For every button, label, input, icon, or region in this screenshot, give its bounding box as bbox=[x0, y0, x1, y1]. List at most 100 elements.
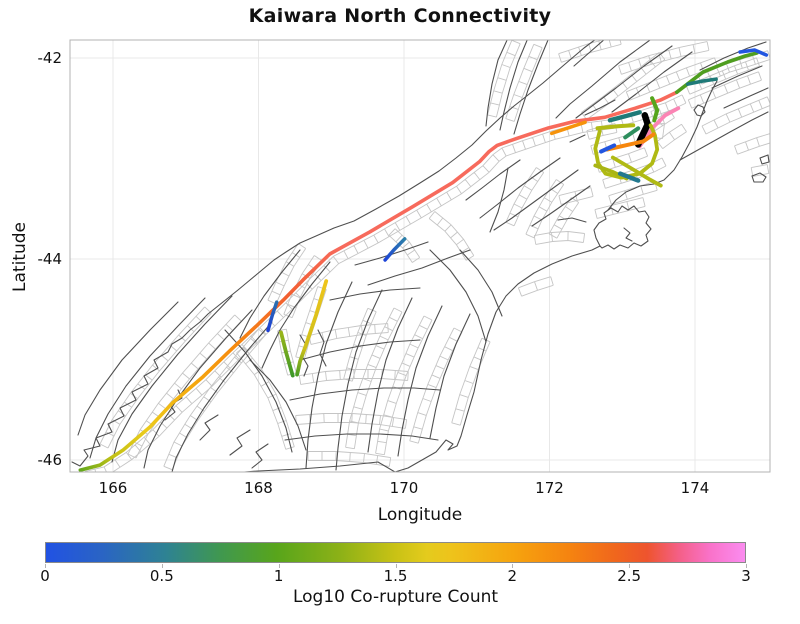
fault-trace bbox=[557, 217, 587, 223]
fault-trace bbox=[71, 40, 596, 467]
fault-trace bbox=[261, 261, 331, 369]
y-tick-label: -46 bbox=[37, 451, 63, 470]
f18-mid-blue bbox=[383, 237, 407, 262]
x-axis-label: Longitude bbox=[377, 505, 463, 525]
fault-trace bbox=[593, 205, 652, 250]
colorbar-tick-label: 1.5 bbox=[383, 567, 408, 585]
fault-trace-network bbox=[71, 40, 770, 472]
fault-trace bbox=[465, 159, 521, 201]
f09-olive-horizontal bbox=[595, 123, 636, 131]
fault-ladder-mesh bbox=[84, 40, 770, 472]
fault-trace bbox=[531, 185, 591, 227]
colorbar-tick-mark bbox=[395, 564, 397, 568]
fault-trace bbox=[335, 289, 383, 471]
fault-trace bbox=[251, 443, 269, 469]
fault-trace bbox=[317, 329, 327, 367]
colorbar-tick-mark bbox=[161, 564, 163, 568]
fault-trace bbox=[143, 309, 253, 469]
fault-trace bbox=[299, 339, 421, 361]
fault-trace bbox=[489, 167, 509, 233]
ladder-chain bbox=[608, 181, 658, 205]
ladder-chain bbox=[163, 328, 266, 471]
ladder-chain bbox=[345, 307, 403, 450]
colorbar-label: Log10 Co-rupture Count bbox=[292, 587, 499, 607]
f11-olive-diagonal bbox=[610, 155, 663, 188]
ladder-chain bbox=[594, 197, 646, 219]
fault-trace bbox=[693, 104, 706, 117]
colorbar-tick-label: 1 bbox=[273, 567, 284, 585]
fault-trace bbox=[623, 227, 633, 242]
ladder-chain bbox=[505, 167, 545, 227]
ladder-chain bbox=[298, 369, 409, 385]
ladder-chain bbox=[687, 71, 762, 109]
f03-ne-blue-tip bbox=[738, 48, 769, 57]
fault-trace bbox=[171, 321, 273, 472]
y-tick-label: -42 bbox=[37, 48, 63, 67]
colorbar-tick-mark bbox=[629, 564, 631, 568]
f07-green-hook bbox=[650, 96, 660, 123]
fault-trace bbox=[305, 281, 353, 469]
co-rupture-fault-lines bbox=[78, 48, 769, 472]
fault-trace bbox=[367, 249, 471, 286]
fault-trace bbox=[89, 297, 206, 459]
fault-trace bbox=[751, 172, 767, 183]
fault-trace bbox=[611, 51, 693, 113]
ladder-chain bbox=[533, 231, 586, 245]
f08-teal-mid bbox=[607, 110, 642, 123]
fault-trace bbox=[699, 41, 767, 71]
colorbar-tick-mark bbox=[278, 564, 280, 568]
ladder-chain bbox=[750, 164, 770, 177]
ladder-chain bbox=[487, 40, 521, 118]
fault-trace bbox=[199, 414, 219, 441]
fault-trace bbox=[499, 40, 528, 131]
f01-long-sw-ne-fault bbox=[78, 90, 679, 472]
ladder-chain bbox=[451, 337, 491, 426]
ladder-chain bbox=[236, 346, 295, 450]
colorbar-tick-mark bbox=[45, 564, 46, 568]
ladder-chain bbox=[505, 43, 543, 122]
x-tick-label: 172 bbox=[535, 479, 564, 497]
fault-trace bbox=[555, 40, 651, 119]
plot-frame bbox=[69, 39, 771, 473]
colorbar-tick-label: 2.5 bbox=[617, 567, 642, 585]
colorbar-tick-mark bbox=[512, 564, 514, 568]
fault-trace bbox=[759, 154, 770, 165]
colorbar-tick-mark bbox=[746, 564, 747, 568]
gridlines bbox=[70, 40, 770, 472]
fault-trace bbox=[239, 249, 301, 339]
ladder-chain bbox=[581, 52, 666, 120]
page-title: Kaiwara North Connectivity bbox=[248, 5, 552, 27]
ladder-chain bbox=[307, 451, 392, 467]
ladder-chain bbox=[656, 123, 687, 149]
fault-trace bbox=[513, 40, 549, 135]
fault-trace bbox=[111, 295, 233, 463]
fault-trace bbox=[289, 387, 441, 401]
ladder-chain bbox=[409, 327, 463, 444]
fault-trace bbox=[329, 287, 421, 301]
f19-west-blue bbox=[266, 300, 279, 333]
fault-trace bbox=[397, 305, 443, 457]
colorbar-tick-label: 3 bbox=[741, 567, 751, 585]
x-tick-label: 174 bbox=[680, 479, 710, 497]
f13-orange-curve bbox=[605, 132, 656, 152]
fault-trace bbox=[459, 249, 503, 317]
fault-trace bbox=[711, 65, 763, 89]
fault-trace bbox=[238, 245, 601, 472]
ladder-chain bbox=[283, 255, 323, 319]
fault-trace bbox=[569, 134, 586, 143]
ladder-chain bbox=[375, 315, 433, 456]
ladder-chain bbox=[388, 228, 421, 263]
fault-trace bbox=[367, 297, 413, 453]
fault-trace bbox=[429, 313, 471, 439]
ladder-chain bbox=[308, 323, 389, 345]
fault-trace bbox=[493, 169, 579, 231]
fault-trace bbox=[249, 359, 307, 451]
ladder-chain bbox=[517, 276, 554, 297]
ladder-chain bbox=[548, 197, 580, 239]
ladder-chain bbox=[701, 96, 770, 135]
fault-trace bbox=[607, 80, 718, 211]
colorbar-tick-label: 2 bbox=[507, 567, 518, 585]
ladder-chain bbox=[127, 314, 242, 459]
ladder-chain bbox=[558, 187, 594, 205]
y-tick-label: -44 bbox=[37, 250, 63, 268]
